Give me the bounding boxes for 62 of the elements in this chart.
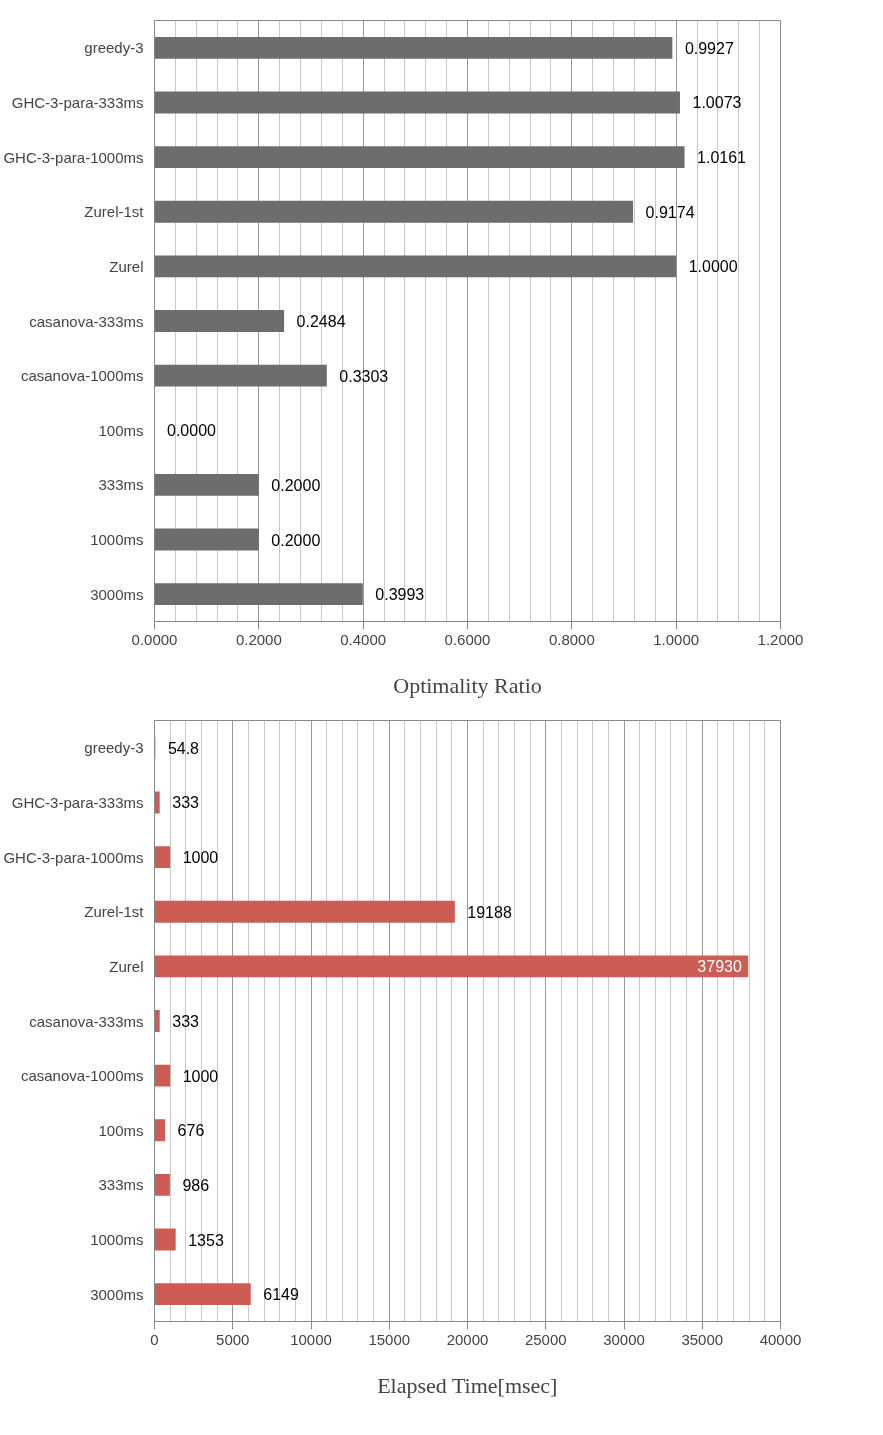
y-tick-label: 333ms bbox=[98, 476, 144, 494]
y-tick-label: GHC-3-para-333ms bbox=[11, 93, 144, 111]
y-tick-label: 333ms bbox=[98, 1176, 144, 1194]
x-axis-title: Optimality Ratio bbox=[393, 672, 542, 698]
x-tick-label: 5000 bbox=[216, 1330, 250, 1348]
y-tick-label: greedy-3 bbox=[84, 739, 144, 757]
data-label: 0.9927 bbox=[684, 39, 734, 57]
x-tick-label: 40000 bbox=[759, 1330, 802, 1348]
x-tick-label: 0.4000 bbox=[340, 630, 387, 648]
x-tick-label: 0.6000 bbox=[444, 630, 491, 648]
data-label: 676 bbox=[177, 1122, 205, 1140]
y-tick-label: GHC-3-para-1000ms bbox=[3, 148, 144, 166]
y-tick-label: 100ms bbox=[98, 1121, 144, 1139]
x-tick-label: 0 bbox=[150, 1330, 159, 1348]
data-label: 1.0161 bbox=[697, 149, 747, 167]
data-label: 1000 bbox=[182, 1067, 219, 1085]
x-tick-label: 10000 bbox=[290, 1330, 332, 1348]
y-tick-label: Zurel bbox=[109, 957, 144, 975]
data-label: 333 bbox=[172, 794, 200, 812]
x-tick-label: 20000 bbox=[446, 1330, 489, 1348]
data-label: 37930 bbox=[697, 958, 742, 976]
data-label: 0.3993 bbox=[375, 586, 425, 604]
x-tick-label: 0.2000 bbox=[235, 630, 282, 648]
data-label: 986 bbox=[182, 1176, 210, 1194]
y-tick-label: 3000ms bbox=[90, 1285, 144, 1303]
y-tick-label: 1000ms bbox=[90, 531, 144, 549]
data-label: 19188 bbox=[467, 903, 512, 921]
x-tick-label: 0.8000 bbox=[548, 630, 595, 648]
data-label: 0.0000 bbox=[167, 422, 217, 440]
data-label: 54.8 bbox=[167, 739, 200, 757]
data-label: 333 bbox=[172, 1013, 200, 1030]
y-tick-label: casanova-333ms bbox=[29, 1012, 144, 1030]
y-tick-label: 3000ms bbox=[90, 585, 144, 603]
y-tick-label: greedy-3 bbox=[84, 39, 144, 57]
y-tick-label: 1000ms bbox=[90, 1231, 144, 1249]
data-label: 0.9174 bbox=[645, 203, 695, 221]
x-tick-label: 15000 bbox=[368, 1330, 411, 1348]
x-tick-label: 25000 bbox=[524, 1330, 567, 1348]
y-tick-label: GHC-3-para-1000ms bbox=[3, 848, 144, 866]
data-label: 1.0000 bbox=[688, 258, 738, 276]
data-label: 0.2000 bbox=[271, 476, 321, 494]
data-label: 0.3303 bbox=[339, 367, 389, 385]
data-label: 0.2000 bbox=[271, 531, 321, 549]
x-tick-label: 0.0000 bbox=[131, 630, 178, 648]
x-tick-label: 35000 bbox=[681, 1330, 724, 1348]
data-label: 0.2484 bbox=[296, 313, 346, 330]
y-tick-label: 100ms bbox=[98, 421, 144, 439]
y-tick-label: casanova-1000ms bbox=[20, 1067, 144, 1085]
data-label: 6149 bbox=[263, 1286, 299, 1304]
data-label: 1353 bbox=[188, 1231, 224, 1249]
y-tick-label: Zurel-1st bbox=[84, 903, 145, 921]
data-label: 1000 bbox=[182, 849, 219, 867]
y-tick-label: Zurel bbox=[109, 257, 144, 275]
x-tick-label: 1.0000 bbox=[653, 630, 700, 648]
y-tick-label: GHC-3-para-333ms bbox=[11, 793, 144, 811]
x-axis-title: Elapsed Time[msec] bbox=[377, 1372, 558, 1398]
x-tick-label: 30000 bbox=[603, 1330, 645, 1348]
data-label: 1.0073 bbox=[692, 94, 742, 112]
y-tick-label: casanova-1000ms bbox=[20, 367, 144, 385]
y-tick-label: casanova-333ms bbox=[29, 312, 144, 330]
y-tick-label: Zurel-1st bbox=[84, 203, 145, 221]
x-tick-label: 1.2000 bbox=[757, 630, 804, 648]
